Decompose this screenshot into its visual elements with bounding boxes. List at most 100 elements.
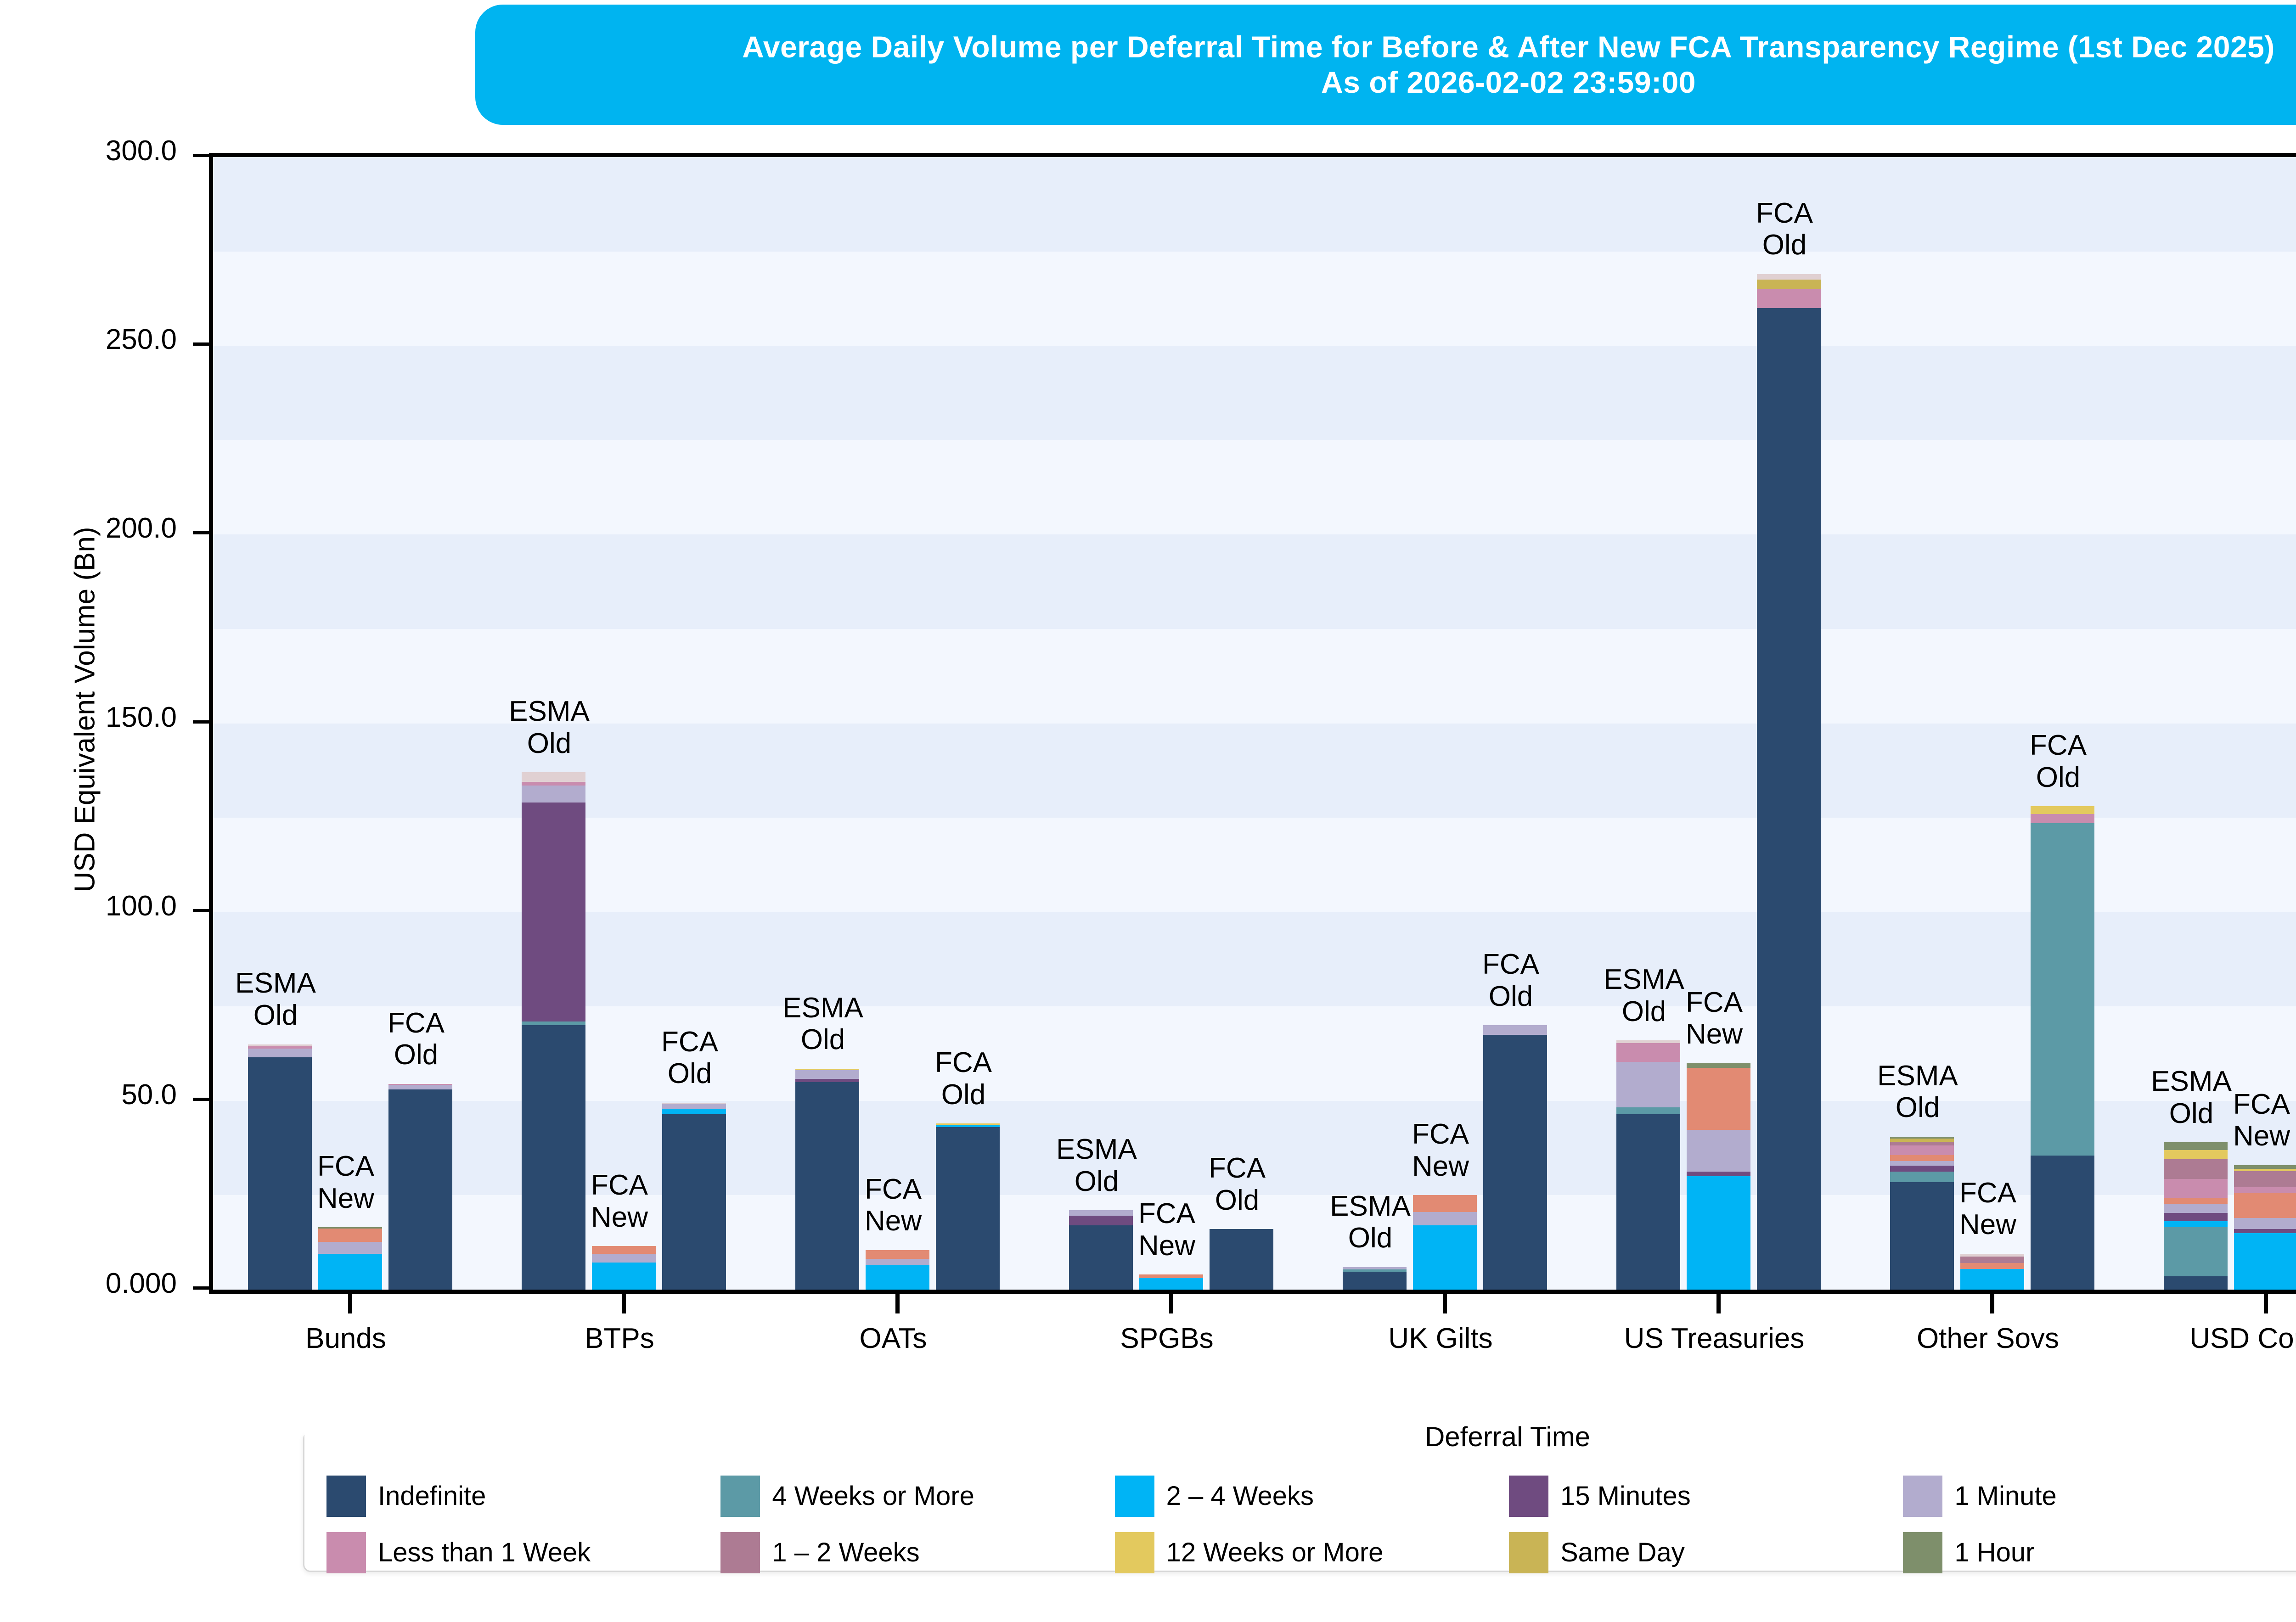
bar-segment[interactable] <box>1616 1062 1680 1107</box>
bar-segment[interactable] <box>865 1265 929 1290</box>
stacked-bar[interactable] <box>1209 1229 1273 1290</box>
bar-segment[interactable] <box>935 1123 1000 1125</box>
legend-item[interactable]: 1 Minute <box>1903 1468 2296 1524</box>
stacked-bar[interactable] <box>1412 1195 1477 1290</box>
stacked-bar[interactable] <box>1756 274 1821 1290</box>
bar-segment[interactable] <box>795 1079 859 1082</box>
bar-segment[interactable] <box>2234 1187 2296 1194</box>
bar-segment[interactable] <box>248 1049 312 1058</box>
bar-segment[interactable] <box>1890 1145 1954 1156</box>
bar-segment[interactable] <box>1616 1114 1680 1290</box>
bar-segment[interactable] <box>1890 1182 1954 1290</box>
bar-segment[interactable] <box>388 1083 452 1085</box>
bar-segment[interactable] <box>1890 1155 1954 1162</box>
bar-segment[interactable] <box>521 1025 585 1290</box>
bar-segment[interactable] <box>1616 1040 1680 1044</box>
bar-segment[interactable] <box>388 1085 452 1090</box>
bar-segment[interactable] <box>2234 1168 2296 1171</box>
bar-segment[interactable] <box>2163 1142 2228 1150</box>
bar-segment[interactable] <box>1342 1267 1407 1269</box>
stacked-bar[interactable] <box>521 772 585 1290</box>
bar-segment[interactable] <box>1342 1269 1407 1272</box>
bar-segment[interactable] <box>591 1262 656 1290</box>
bar-segment[interactable] <box>795 1070 859 1079</box>
bar-segment[interactable] <box>1686 1067 1750 1130</box>
bar-segment[interactable] <box>662 1104 726 1109</box>
bar-segment[interactable] <box>795 1068 859 1071</box>
legend-item[interactable]: 2 – 4 Weeks <box>1114 1468 1509 1524</box>
stacked-bar[interactable] <box>795 1068 859 1290</box>
bar-segment[interactable] <box>2234 1229 2296 1233</box>
bar-segment[interactable] <box>1890 1139 1954 1142</box>
stacked-bar[interactable] <box>1139 1274 1203 1290</box>
bar-segment[interactable] <box>1960 1263 2024 1269</box>
stacked-bar[interactable] <box>388 1083 452 1290</box>
bar-segment[interactable] <box>1890 1166 1954 1172</box>
bar-segment[interactable] <box>318 1228 382 1242</box>
bar-segment[interactable] <box>1069 1210 1133 1216</box>
bar-segment[interactable] <box>1209 1229 1273 1290</box>
bar-segment[interactable] <box>1483 1034 1547 1290</box>
bar-segment[interactable] <box>1890 1137 1954 1139</box>
stacked-bar[interactable] <box>1483 1025 1547 1290</box>
bar-segment[interactable] <box>2234 1233 2296 1290</box>
bar-segment[interactable] <box>1483 1025 1547 1035</box>
bar-segment[interactable] <box>1686 1130 1750 1172</box>
stacked-bar[interactable] <box>1069 1210 1133 1290</box>
bar-segment[interactable] <box>388 1089 452 1290</box>
bar-segment[interactable] <box>1890 1161 1954 1166</box>
bar-segment[interactable] <box>1756 280 1821 289</box>
bar-segment[interactable] <box>1756 274 1821 280</box>
stacked-bar[interactable] <box>1686 1063 1750 1290</box>
stacked-bar[interactable] <box>865 1250 929 1290</box>
bar-segment[interactable] <box>1960 1268 2024 1290</box>
bar-segment[interactable] <box>591 1246 656 1254</box>
bar-segment[interactable] <box>2030 1156 2094 1290</box>
bar-segment[interactable] <box>1686 1176 1750 1290</box>
bar-segment[interactable] <box>2163 1213 2228 1222</box>
bar-segment[interactable] <box>865 1259 929 1265</box>
bar-segment[interactable] <box>1756 289 1821 308</box>
bar-segment[interactable] <box>248 1057 312 1290</box>
stacked-bar[interactable] <box>318 1227 382 1290</box>
bar-segment[interactable] <box>1412 1212 1477 1226</box>
bar-segment[interactable] <box>662 1114 726 1290</box>
bar-segment[interactable] <box>2234 1165 2296 1169</box>
bar-segment[interactable] <box>2163 1179 2228 1198</box>
bar-segment[interactable] <box>2163 1150 2228 1159</box>
bar-segment[interactable] <box>521 1021 585 1026</box>
stacked-bar[interactable] <box>1960 1253 2024 1290</box>
bar-segment[interactable] <box>795 1082 859 1290</box>
bar-segment[interactable] <box>1069 1225 1133 1290</box>
bar-segment[interactable] <box>1686 1063 1750 1068</box>
bar-segment[interactable] <box>248 1046 312 1049</box>
bar-segment[interactable] <box>2030 806 2094 814</box>
stacked-bar[interactable] <box>662 1102 726 1290</box>
legend-item[interactable]: Less than 1 Week <box>326 1524 720 1581</box>
stacked-bar[interactable] <box>2030 806 2094 1290</box>
bar-segment[interactable] <box>2163 1276 2228 1290</box>
legend-item[interactable]: Same Day <box>1508 1524 1903 1581</box>
bar-segment[interactable] <box>521 786 585 803</box>
stacked-bar[interactable] <box>1616 1040 1680 1290</box>
bar-segment[interactable] <box>318 1227 382 1229</box>
bar-segment[interactable] <box>2234 1193 2296 1218</box>
bar-segment[interactable] <box>1069 1215 1133 1226</box>
stacked-bar[interactable] <box>2234 1165 2296 1290</box>
bar-segment[interactable] <box>935 1125 1000 1128</box>
stacked-bar[interactable] <box>2163 1142 2228 1290</box>
bar-segment[interactable] <box>1616 1043 1680 1062</box>
bar-segment[interactable] <box>1960 1253 2024 1257</box>
bar-segment[interactable] <box>2163 1198 2228 1204</box>
bar-segment[interactable] <box>1890 1171 1954 1182</box>
bar-segment[interactable] <box>521 781 585 786</box>
bar-segment[interactable] <box>2030 814 2094 824</box>
bar-segment[interactable] <box>2163 1204 2228 1213</box>
bar-segment[interactable] <box>935 1127 1000 1290</box>
legend-item[interactable]: 4 Weeks or More <box>720 1468 1114 1524</box>
legend-item[interactable]: 15 Minutes <box>1508 1468 1903 1524</box>
bar-segment[interactable] <box>2234 1171 2296 1188</box>
stacked-bar[interactable] <box>591 1246 656 1290</box>
bar-segment[interactable] <box>662 1102 726 1104</box>
bar-segment[interactable] <box>591 1253 656 1263</box>
